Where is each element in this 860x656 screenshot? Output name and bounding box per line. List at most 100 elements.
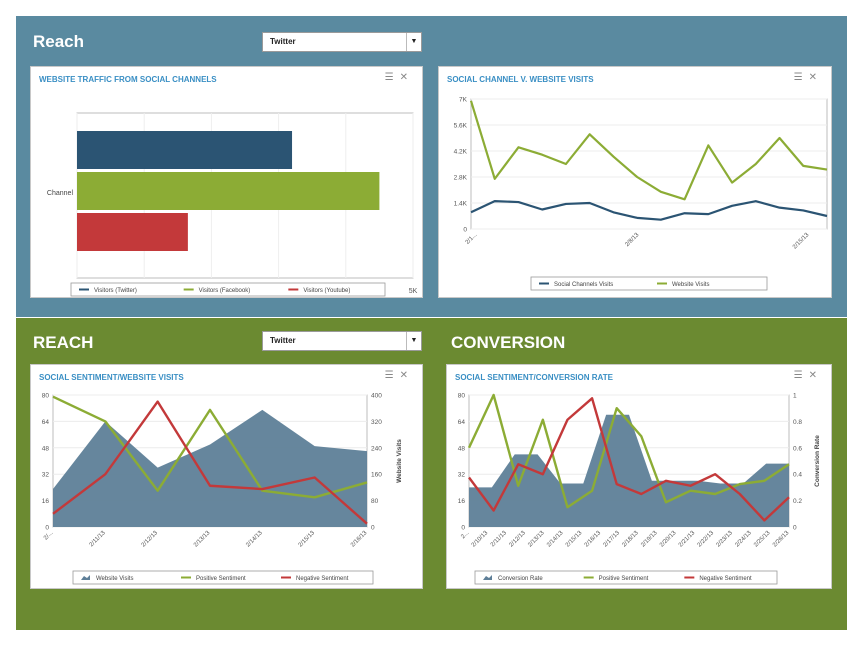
line-series xyxy=(470,200,828,221)
x-tick-label: 2/1... xyxy=(465,232,479,246)
bar xyxy=(77,172,380,210)
y-tick-label: 64 xyxy=(458,419,466,426)
chart-title: WEBSITE TRAFFIC FROM SOCIAL CHANNELS xyxy=(39,75,217,84)
list-icon[interactable]: ☰ xyxy=(793,72,809,83)
close-icon[interactable]: ✕ xyxy=(808,72,823,83)
line-chart: 0 1.4K 2.8K 4.2K 5.6K 7K 2/1... 2/8/13 2/15/13 So… xyxy=(454,97,828,291)
legend-label: Positive Sentiment xyxy=(599,576,649,582)
x-tick-label: 2/14/13 xyxy=(546,530,565,549)
close-icon[interactable]: ✕ xyxy=(808,370,823,381)
reach-conversion-section: REACH Twitter ▼ CONVERSION SOCIAL SENTIM… xyxy=(16,318,847,630)
x-tick-label: 2/15/13 xyxy=(565,530,584,549)
legend xyxy=(530,276,768,291)
x-tick-label: 2/12/13 xyxy=(141,530,160,549)
chevron-down-icon[interactable]: ▼ xyxy=(406,332,421,350)
area-series xyxy=(53,409,367,527)
chart-panel-sentiment-conversion: SOCIAL SENTIMENT/CONVERSION RATE ☰✕ 0 16 3… xyxy=(446,364,832,589)
chart-title: SOCIAL SENTIMENT/WEBSITE VISITS xyxy=(39,373,184,382)
chart-panel-sentiment-visits: SOCIAL SENTIMENT/WEBSITE VISITS ☰✕ 0 16 32… xyxy=(30,364,423,589)
y-tick-label: 0 xyxy=(461,525,465,532)
x-tick-label: 2/17/13 xyxy=(603,530,622,549)
section-title-reach: REACH xyxy=(33,333,94,352)
y-axis-label-right: Conversion Rate xyxy=(814,435,821,487)
legend-label: Visitors (Twitter) xyxy=(94,288,137,294)
x-tick-label: 2/10/13 xyxy=(471,530,490,549)
y-tick-label: 0 xyxy=(463,227,467,234)
x-tick-label: 2/11/13 xyxy=(89,530,108,549)
y-tick-label: 7K xyxy=(459,97,468,104)
section-title: Reach xyxy=(33,32,85,51)
x-tick-label: 2... xyxy=(460,530,470,540)
bar xyxy=(77,213,188,251)
line-series xyxy=(469,100,828,201)
reach-section-top: Reach Twitter ▼ WEBSITE TRAFFIC FROM SOC… xyxy=(16,16,847,317)
channel-dropdown[interactable]: Twitter ▼ xyxy=(262,32,422,52)
legend-label: Conversion Rate xyxy=(498,576,543,582)
legend-label: Visitors (Facebook) xyxy=(199,288,251,294)
close-icon[interactable]: ✕ xyxy=(399,72,414,83)
section-title-conversion: CONVERSION xyxy=(451,333,566,352)
y-tick-label-right: 160 xyxy=(371,472,382,479)
x-tick-label: 2/14/13 xyxy=(245,530,264,549)
y-tick-label-right: 80 xyxy=(371,498,379,505)
y-tick-label: 64 xyxy=(42,419,50,426)
y-tick-label-right: 320 xyxy=(371,419,382,426)
dropdown-value: Twitter xyxy=(270,37,296,46)
dropdown-value: Twitter xyxy=(270,336,296,345)
plot-area xyxy=(470,98,828,230)
chart-panel-social-vs-website: SOCIAL CHANNEL V. WEBSITE VISITS ☰✕ 0 1.4… xyxy=(438,66,832,298)
bar xyxy=(77,131,293,169)
y-tick-label-right: 400 xyxy=(371,393,382,400)
y-tick-label-right: 0.4 xyxy=(793,472,802,479)
y-tick-label: 48 xyxy=(458,445,466,452)
x-tick-label: 2/22/13 xyxy=(697,530,716,549)
line-series xyxy=(468,397,790,522)
y-tick-label: 1.4K xyxy=(454,201,468,208)
legend-label: Social Channels Visits xyxy=(554,282,613,288)
list-icon[interactable]: ☰ xyxy=(384,370,400,381)
y-tick-label-right: 0.8 xyxy=(793,419,802,426)
y-tick-label-right: 1 xyxy=(793,393,797,400)
line-series xyxy=(52,395,368,499)
legend-label: Website Visits xyxy=(96,576,133,582)
x-tick-label: 2/21/13 xyxy=(678,530,697,549)
list-icon[interactable]: ☰ xyxy=(793,370,809,381)
y-tick-label: 16 xyxy=(458,498,466,505)
x-tick-label: 2/19/13 xyxy=(640,530,659,549)
chevron-down-icon[interactable]: ▼ xyxy=(406,33,421,51)
y-tick-label-right: 0 xyxy=(793,525,797,532)
y-tick-label-right: 240 xyxy=(371,445,382,452)
list-icon[interactable]: ☰ xyxy=(384,72,400,83)
close-icon[interactable]: ✕ xyxy=(399,370,414,381)
y-axis-label-right: Website Visits xyxy=(396,439,403,483)
y-tick-label: 5.6K xyxy=(454,123,468,130)
y-tick-label-right: 0.6 xyxy=(793,445,802,452)
legend xyxy=(70,282,386,297)
y-tick-label: 48 xyxy=(42,445,50,452)
x-tick-label: 2/23/13 xyxy=(716,530,735,549)
channel-dropdown-bottom[interactable]: Twitter ▼ xyxy=(262,331,422,351)
y-tick-label: 32 xyxy=(42,472,50,479)
x-tick-label: 2/12/13 xyxy=(508,530,527,549)
y-tick-label: 32 xyxy=(458,472,466,479)
y-tick-label: 16 xyxy=(42,498,50,505)
x-tick-label: 5K xyxy=(409,288,418,295)
x-tick-label: 2/20/13 xyxy=(659,530,678,549)
x-tick-label: 2/26/13 xyxy=(772,530,791,549)
y-tick-label: 80 xyxy=(42,393,50,400)
x-tick-label: 2/25/13 xyxy=(753,530,772,549)
x-tick-label: 2/24/13 xyxy=(734,530,753,549)
combo-chart: 0 16 32 48 64 80 0 80 160 240 320 400 Website Visits… xyxy=(42,393,403,585)
line-series xyxy=(52,400,368,525)
y-tick-label: 4.2K xyxy=(454,149,468,156)
legend xyxy=(72,570,374,585)
y-tick-label-right: 0 xyxy=(371,525,375,532)
x-tick-label: 2/16/13 xyxy=(584,530,603,549)
x-tick-label: 2/... xyxy=(43,530,55,542)
x-tick-label: 2/13/13 xyxy=(193,530,212,549)
combo-chart: 0 16 32 48 64 80 0 0.2 0.4 0.6 0.8 1 Conversion Rate… xyxy=(458,393,821,585)
x-tick-label: 2/8/13 xyxy=(624,232,641,249)
line-series xyxy=(467,393,790,509)
legend xyxy=(474,570,778,585)
y-tick-label-right: 0.2 xyxy=(793,498,802,505)
